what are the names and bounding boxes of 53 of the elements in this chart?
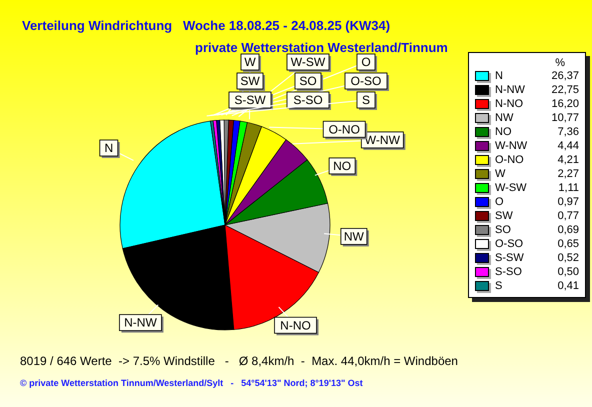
data-label: 0,65 — [558, 238, 579, 250]
data-label: 0,52 — [558, 252, 579, 264]
data-label: 26,37 — [551, 70, 579, 82]
slice-label: NW — [344, 229, 365, 244]
data-label: 0,41 — [558, 280, 579, 292]
data-label: 22,75 — [551, 84, 579, 96]
slice-label: N-NW — [124, 316, 158, 330]
legend-label: N-NW — [495, 84, 526, 96]
chart-subtitle: private Wetterstation Westerland/Tinnum — [195, 40, 448, 55]
legend-label: NW — [495, 112, 514, 124]
text: 8019 / 646 Werte -> 7.5% Windstille - Ø 8,4km/h - Max. 44,0km/h = Windböen — [20, 354, 458, 368]
legend-label: S — [495, 280, 504, 292]
slice-label: SW — [240, 74, 260, 88]
slice-label: O-SO — [350, 74, 382, 88]
legend-label: N-NO — [495, 98, 524, 110]
slice-label: SO — [299, 74, 317, 88]
legend-label: SO — [495, 224, 512, 236]
text: © private Wetterstation Tinnum/Westerland/Sylt - 54°54'13" Nord; 8°19'13" Ost — [20, 378, 363, 388]
slice-label: S — [362, 93, 370, 107]
data-label: 0,97 — [558, 196, 579, 208]
data-label: 10,77 — [551, 112, 579, 124]
data-label: 4,21 — [558, 154, 579, 166]
slice-label: W-NW — [364, 132, 401, 147]
slice-label: N — [104, 141, 114, 156]
slice-label: O — [361, 55, 371, 69]
legend-label: W — [495, 168, 506, 180]
data-label: 0,69 — [558, 224, 579, 236]
slice-label: N-NO — [280, 318, 311, 332]
chart-title: Verteilung Windrichtung Woche 18.08.25 - 24.08.25 (KW34) — [22, 18, 390, 33]
legend-label: O-SO — [495, 238, 524, 250]
data-label: 2,27 — [558, 168, 579, 180]
data-label: 0,50 — [558, 266, 579, 278]
data-label: 7,36 — [558, 126, 579, 138]
legend-label: O — [495, 196, 505, 208]
data-label: 1,11 — [558, 182, 579, 194]
legend-label: W-SW — [495, 182, 528, 194]
data-label: 0,77 — [558, 210, 579, 222]
slice-label: NO — [333, 158, 352, 173]
data-label: 16,20 — [551, 98, 579, 110]
legend-label: O-NO — [495, 154, 525, 166]
data-label: 4,44 — [558, 140, 579, 152]
legend-label: SW — [495, 210, 514, 222]
slice-label: S-SW — [234, 93, 266, 107]
legend-label: NO — [495, 126, 512, 138]
slice-label: S-SO — [293, 93, 323, 107]
slice-label: W-SW — [290, 55, 326, 69]
legend-label: S-SO — [495, 266, 523, 278]
legend-label: S-SW — [495, 252, 525, 264]
slice-label: O-NO — [328, 122, 360, 136]
slice-label: W — [244, 55, 256, 69]
legend-label: W-NW — [495, 140, 528, 152]
legend-label: N — [495, 70, 504, 82]
legend-title: % — [554, 57, 566, 69]
